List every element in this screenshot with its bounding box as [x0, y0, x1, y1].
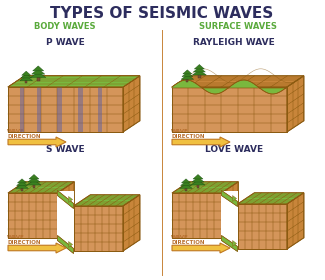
Bar: [37, 87, 41, 132]
Text: WAVE
DIRECTION: WAVE DIRECTION: [7, 129, 41, 139]
Polygon shape: [18, 179, 27, 183]
Polygon shape: [20, 76, 32, 81]
FancyArrow shape: [8, 137, 66, 147]
Polygon shape: [172, 182, 238, 193]
Polygon shape: [181, 181, 191, 186]
Polygon shape: [181, 179, 190, 183]
Polygon shape: [58, 235, 73, 253]
Polygon shape: [172, 80, 287, 94]
Text: RAYLEIGH WAVE: RAYLEIGH WAVE: [193, 38, 275, 47]
Polygon shape: [193, 174, 203, 179]
Polygon shape: [221, 182, 238, 238]
Polygon shape: [194, 64, 204, 69]
Text: WAVE
DIRECTION: WAVE DIRECTION: [7, 235, 41, 245]
Polygon shape: [182, 72, 193, 77]
Text: S WAVE: S WAVE: [46, 145, 84, 154]
Polygon shape: [8, 76, 140, 87]
Polygon shape: [181, 75, 194, 79]
Polygon shape: [73, 206, 123, 251]
Polygon shape: [69, 241, 72, 248]
Polygon shape: [123, 76, 140, 132]
Polygon shape: [287, 76, 304, 132]
Polygon shape: [73, 195, 140, 206]
Polygon shape: [27, 180, 41, 185]
Text: P WAVE: P WAVE: [46, 38, 84, 47]
Polygon shape: [221, 190, 238, 251]
Polygon shape: [58, 190, 73, 253]
Polygon shape: [8, 182, 74, 193]
Bar: [98, 87, 102, 132]
Polygon shape: [192, 70, 206, 75]
FancyArrow shape: [8, 243, 66, 253]
Bar: [21, 187, 23, 191]
Polygon shape: [233, 195, 237, 202]
FancyArrow shape: [172, 243, 230, 253]
Bar: [33, 184, 35, 188]
Polygon shape: [69, 197, 72, 202]
Polygon shape: [32, 69, 45, 74]
Polygon shape: [191, 180, 205, 185]
Text: LOVE WAVE: LOVE WAVE: [205, 145, 263, 154]
Bar: [58, 87, 62, 132]
Polygon shape: [21, 73, 32, 78]
Polygon shape: [17, 181, 27, 186]
Polygon shape: [221, 235, 238, 251]
Bar: [197, 184, 199, 188]
Bar: [186, 78, 188, 82]
Polygon shape: [58, 182, 74, 238]
Bar: [20, 87, 24, 132]
Bar: [37, 76, 40, 81]
Polygon shape: [180, 184, 192, 188]
Bar: [198, 74, 201, 78]
Polygon shape: [238, 204, 287, 249]
Polygon shape: [28, 177, 40, 182]
Polygon shape: [172, 76, 304, 87]
Polygon shape: [192, 177, 204, 182]
Text: WAVE
DIRECTION: WAVE DIRECTION: [171, 129, 204, 139]
Polygon shape: [8, 76, 140, 87]
Text: TYPES OF SEISMIC WAVES: TYPES OF SEISMIC WAVES: [50, 6, 274, 21]
Polygon shape: [8, 193, 58, 238]
Polygon shape: [8, 87, 123, 132]
Polygon shape: [16, 184, 28, 188]
Polygon shape: [221, 190, 238, 207]
Polygon shape: [33, 66, 44, 71]
Polygon shape: [221, 190, 238, 207]
Text: BODY WAVES: BODY WAVES: [34, 22, 96, 31]
Polygon shape: [58, 235, 73, 253]
Polygon shape: [58, 190, 73, 209]
Text: WAVE
DIRECTION: WAVE DIRECTION: [171, 235, 204, 245]
Polygon shape: [31, 72, 46, 78]
Bar: [185, 187, 187, 191]
Polygon shape: [172, 87, 287, 132]
Polygon shape: [233, 241, 237, 246]
Bar: [78, 87, 83, 132]
Polygon shape: [172, 193, 221, 238]
Bar: [25, 80, 27, 83]
FancyArrow shape: [172, 137, 230, 147]
Polygon shape: [221, 235, 238, 251]
Polygon shape: [183, 70, 192, 74]
Text: SURFACE WAVES: SURFACE WAVES: [199, 22, 277, 31]
Polygon shape: [193, 67, 205, 72]
Polygon shape: [123, 195, 140, 251]
Polygon shape: [22, 71, 31, 75]
Polygon shape: [238, 193, 304, 204]
Polygon shape: [287, 193, 304, 249]
Polygon shape: [29, 174, 39, 179]
Polygon shape: [58, 190, 73, 209]
